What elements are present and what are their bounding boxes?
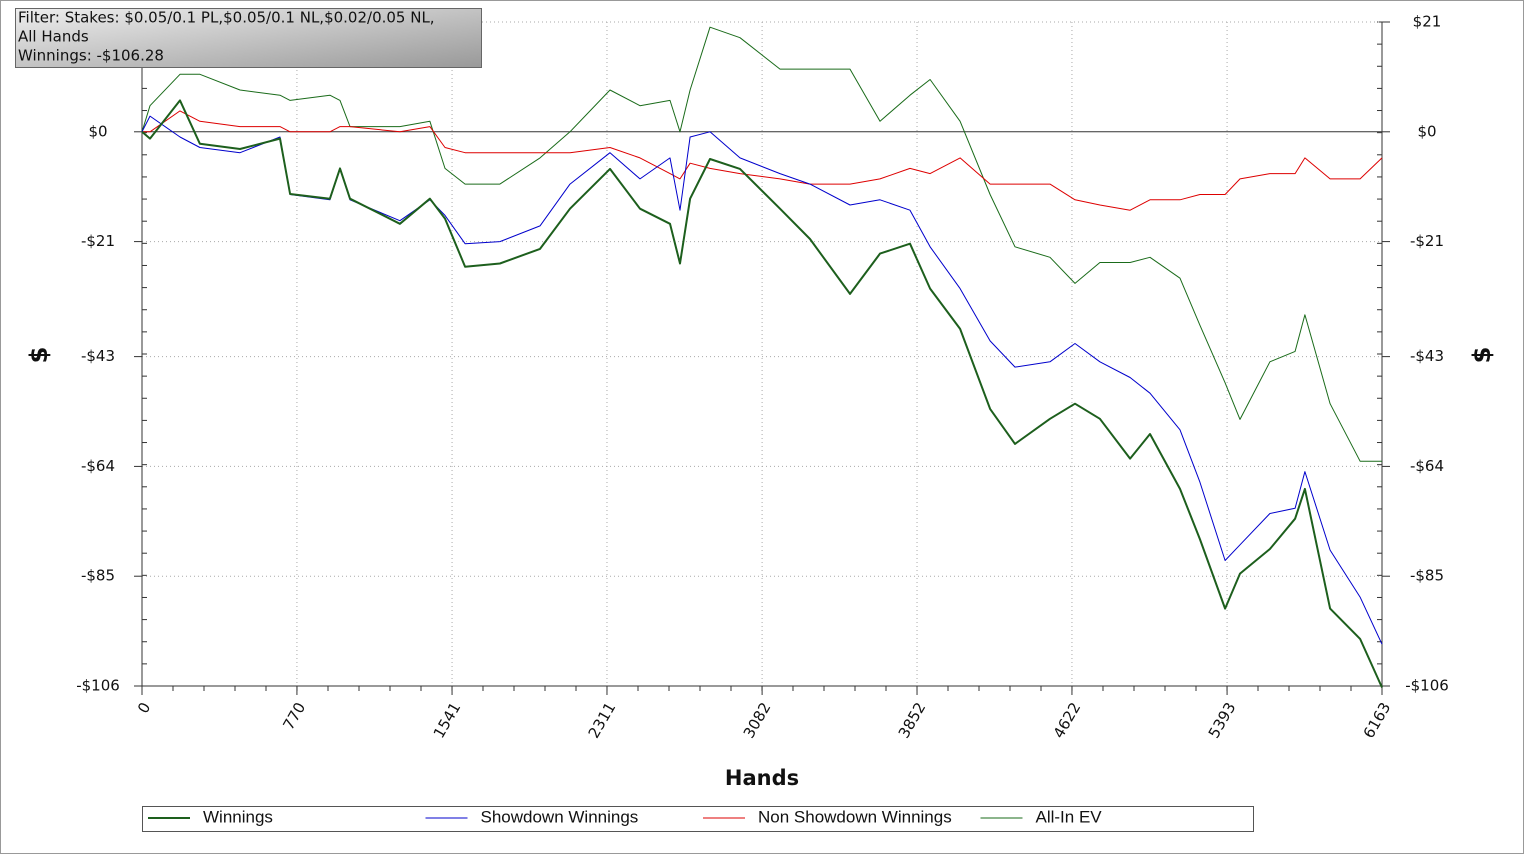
y-tick-label-right: -$43 bbox=[1410, 347, 1444, 365]
y-tick-label: -$85 bbox=[81, 567, 115, 585]
y-tick-label-right: $21 bbox=[1413, 13, 1442, 31]
y-tick-label-right: $0 bbox=[1417, 122, 1436, 140]
y-tick-label: -$21 bbox=[81, 232, 115, 250]
x-axis-title: Hands bbox=[725, 766, 799, 790]
y-tick-label: -$43 bbox=[81, 347, 115, 365]
legend-label: Non Showdown Winnings bbox=[758, 807, 952, 826]
y-axis-title: $ bbox=[25, 347, 53, 364]
filter-box-bg bbox=[15, 8, 482, 68]
annotation: Filter: Stakes: $0.05/0.1 PL,$0.05/0.1 N… bbox=[18, 9, 435, 27]
y-tick-label-right: -$85 bbox=[1410, 567, 1444, 585]
filter-box: Filter: Stakes: $0.05/0.1 PL,$0.05/0.1 N… bbox=[15, 8, 482, 68]
annotation: Winnings: -$106.28 bbox=[18, 47, 164, 65]
legend bbox=[142, 806, 1254, 832]
y-axis-title-right: $ bbox=[1468, 347, 1496, 364]
plot-area: -$106 -$106 -$85 -$85 -$64 -$64 -$43 -$43 -$21 -$… bbox=[76, 13, 1449, 742]
y-tick-label-right: -$21 bbox=[1410, 232, 1444, 250]
legend-items: Winnings Showdown Winnings Non Showdown Wi… bbox=[148, 807, 1102, 826]
y-tick-label: -$64 bbox=[81, 457, 115, 475]
y-tick-label: $0 bbox=[88, 122, 107, 140]
y-tick-label-right: -$64 bbox=[1410, 457, 1444, 475]
series-line bbox=[141, 99, 1383, 688]
annotation: All Hands bbox=[18, 28, 89, 46]
legend-label: All-In EV bbox=[1036, 807, 1103, 826]
legend-label: Showdown Winnings bbox=[481, 807, 639, 826]
legend-label: Winnings bbox=[203, 807, 273, 826]
y-tick-label: -$106 bbox=[76, 677, 120, 695]
series-line bbox=[141, 26, 1382, 462]
series-line bbox=[142, 110, 1383, 211]
y-tick-label-right: -$106 bbox=[1405, 677, 1449, 695]
